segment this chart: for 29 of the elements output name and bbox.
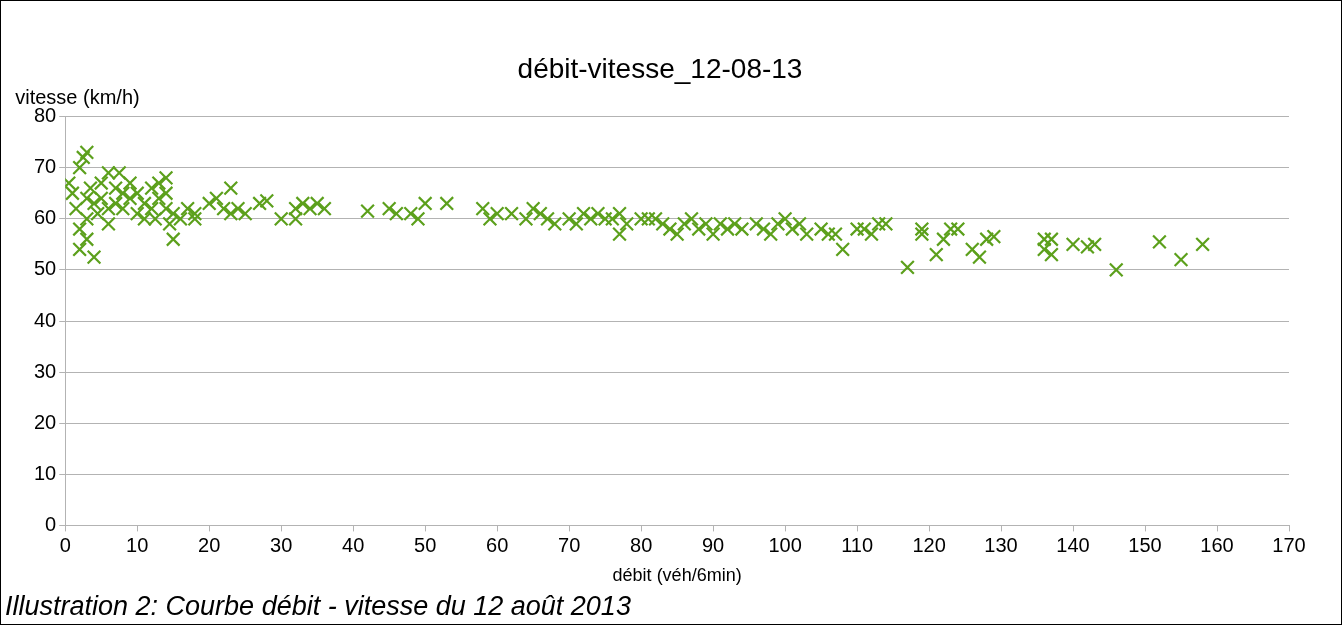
x-tick-label: 0 [59, 533, 71, 556]
x-tick-label: 130 [984, 533, 1018, 556]
chart-title: débit-vitesse_12-08-13 [517, 52, 803, 84]
x-tick-label: 70 [558, 533, 581, 556]
x-tick-label: 90 [701, 533, 725, 556]
x-tick-label: 140 [1056, 533, 1090, 556]
x-tick-label: 110 [841, 533, 874, 556]
y-tick-label: 20 [34, 410, 57, 433]
x-tick-label: 30 [270, 533, 293, 556]
x-tick-label: 20 [198, 533, 221, 556]
y-tick-label: 30 [34, 359, 57, 382]
y-tick-label: 0 [45, 512, 57, 535]
y-tick-label: 60 [34, 206, 57, 229]
x-axis-title: débit (véh/6min) [612, 565, 742, 586]
x-tick-label: 40 [342, 533, 365, 556]
text: Illustration 2: Courbe débit - vitesse du 12 août 2013 [5, 591, 631, 622]
x-tick-label: 60 [486, 533, 509, 556]
x-tick-label: 150 [1128, 533, 1162, 556]
x-tick-label: 120 [912, 533, 946, 556]
y-tick-label: 40 [34, 308, 57, 331]
y-tick-label: 70 [34, 155, 57, 178]
x-tick-label: 80 [630, 533, 653, 556]
y-tick-label: 10 [34, 461, 57, 484]
x-tick-label: 170 [1272, 533, 1306, 556]
x-tick-label: 160 [1200, 533, 1234, 556]
x-tick-label: 50 [414, 533, 437, 556]
x-tick-label: 100 [768, 533, 802, 556]
y-tick-label: 50 [34, 257, 57, 280]
x-tick-label: 10 [126, 533, 149, 556]
